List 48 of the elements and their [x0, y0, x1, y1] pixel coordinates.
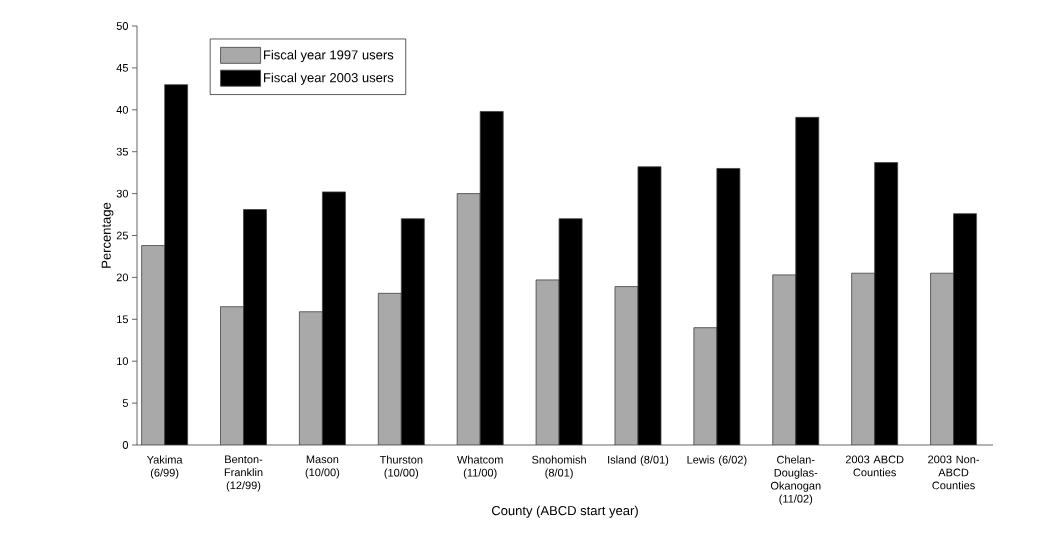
bar — [637, 166, 661, 445]
bar — [536, 279, 560, 445]
bar — [322, 191, 346, 445]
y-axis-title: Percentage — [101, 202, 114, 268]
bar — [401, 218, 425, 445]
bar — [614, 286, 638, 445]
bar — [874, 162, 898, 445]
bar — [693, 327, 717, 445]
bar — [457, 193, 481, 445]
bar — [299, 311, 323, 445]
x-axis-title: County (ABCD start year) — [491, 505, 638, 518]
bar — [164, 84, 188, 445]
y-tick-label: 5 — [122, 399, 128, 407]
x-tick-label: Chelan-Douglas-Okanogan (11/02) — [770, 455, 821, 505]
bar — [559, 218, 583, 445]
x-tick-label: Whatcom (11/00) — [457, 455, 503, 479]
x-tick-label: 2003 ABCD Counties — [845, 455, 904, 477]
y-tick-label: 15 — [117, 315, 128, 324]
x-tick-label: Mason (10/00) — [305, 455, 340, 479]
y-tick-label: 30 — [116, 189, 129, 198]
bar — [772, 274, 796, 445]
x-tick-label: Thurston (10/00) — [379, 455, 423, 479]
legend-label: Fiscal year 1997 users — [264, 49, 394, 63]
y-tick-label: 20 — [116, 273, 129, 282]
bar — [220, 306, 244, 445]
y-tick-label: 50 — [116, 22, 129, 30]
y-tick-label: 45 — [116, 64, 128, 72]
x-tick-label: Island (8/01) — [608, 455, 669, 466]
x-tick-label: Benton-Franklin (12/99) — [224, 455, 263, 492]
x-tick-label: 2003 Non-ABCD Counties — [928, 455, 980, 490]
bar — [795, 117, 819, 445]
bar — [953, 213, 977, 445]
bar — [930, 272, 954, 445]
bar — [243, 209, 267, 445]
y-tick-label: 40 — [116, 105, 129, 114]
y-tick-label: 25 — [116, 231, 128, 240]
x-tick-label: Snohomish (8/01) — [532, 455, 586, 479]
bar — [141, 245, 165, 445]
y-tick-label: 35 — [116, 147, 128, 156]
bar — [378, 293, 402, 445]
bar — [480, 111, 504, 445]
bar — [716, 168, 740, 445]
x-tick-label: Lewis (6/02) — [687, 455, 747, 466]
legend-label: Fiscal year 2003 users — [264, 72, 394, 85]
y-tick-label: 0 — [122, 441, 129, 449]
y-tick-label: 10 — [117, 357, 129, 366]
x-tick-label: Yakima (6/99) — [146, 455, 183, 479]
bar — [851, 273, 875, 445]
